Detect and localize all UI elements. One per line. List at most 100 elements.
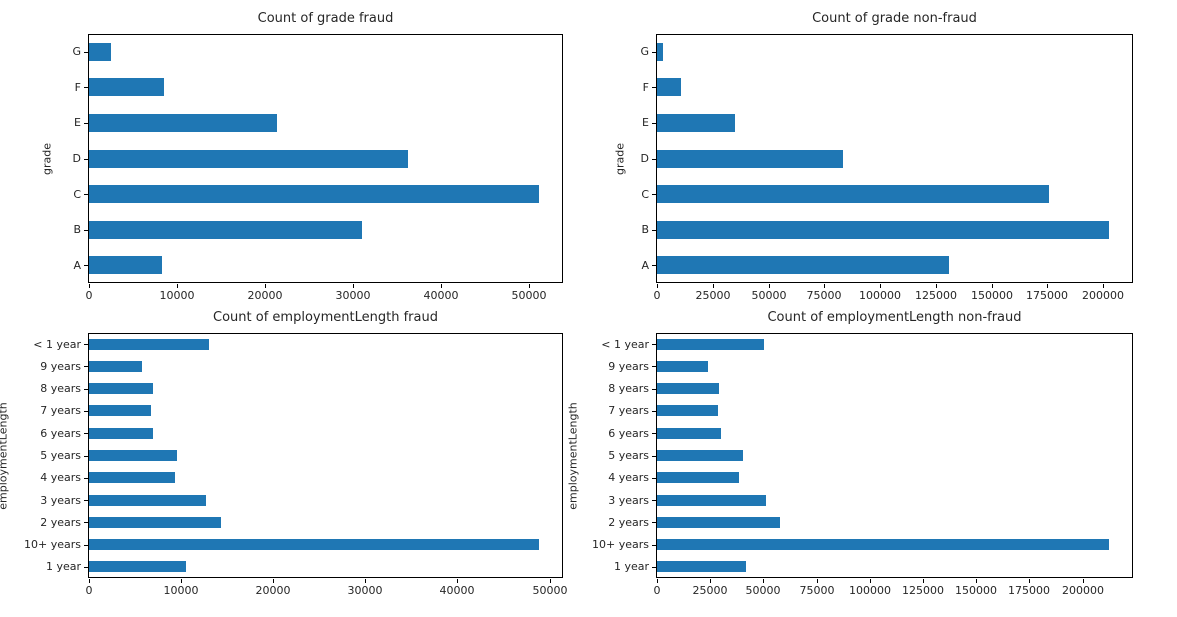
x-tick-mark (89, 284, 90, 288)
x-tick-label: 100000 (859, 289, 901, 302)
y-tick-label: 4 years (40, 471, 81, 484)
y-tick-label: 3 years (40, 494, 81, 507)
x-tick-mark (824, 284, 825, 288)
x-tick-label: 10000 (159, 289, 195, 302)
y-tick-label: A (641, 259, 649, 272)
y-tick-label: E (74, 116, 81, 129)
y-tick-mark (84, 366, 88, 367)
chart-title: Count of grade fraud (257, 11, 394, 26)
y-tick-label: E (642, 116, 649, 129)
bar-7-years (657, 405, 718, 416)
x-tick-label: 40000 (423, 289, 459, 302)
bar-d (657, 150, 843, 168)
x-tick-mark (441, 284, 442, 288)
x-tick-mark (657, 579, 658, 583)
y-tick-label: 5 years (40, 449, 81, 462)
bar-8-years (657, 383, 719, 394)
y-tick-label: 2 years (608, 516, 649, 529)
x-tick-mark (710, 579, 711, 583)
y-tick-label: G (640, 45, 649, 58)
x-tick-label: 25000 (692, 584, 728, 597)
y-tick-mark (652, 411, 656, 412)
y-tick-label: 9 years (40, 360, 81, 373)
bar-4-years (89, 472, 175, 483)
y-tick-label: D (640, 152, 649, 165)
x-tick-mark (1083, 579, 1084, 583)
y-tick-mark (652, 123, 656, 124)
x-tick-mark (181, 579, 182, 583)
x-tick-mark (763, 579, 764, 583)
x-tick-mark (657, 284, 658, 288)
bar--1-year (89, 339, 209, 350)
bar-3-years (89, 495, 206, 506)
bar-e (89, 114, 277, 132)
bar-c (89, 185, 539, 203)
bar--1-year (657, 339, 764, 350)
y-tick-mark (84, 194, 88, 195)
y-tick-label: A (73, 259, 81, 272)
y-tick-mark (652, 522, 656, 523)
x-tick-label: 50000 (751, 289, 787, 302)
bar-9-years (657, 361, 708, 372)
x-tick-mark (769, 284, 770, 288)
y-tick-mark (84, 230, 88, 231)
bar-6-years (89, 428, 153, 439)
x-tick-label: 30000 (335, 289, 371, 302)
x-tick-mark (923, 579, 924, 583)
x-tick-mark (457, 579, 458, 583)
y-tick-label: F (642, 81, 649, 94)
y-tick-label: B (641, 223, 649, 236)
y-tick-label: 2 years (40, 516, 81, 529)
x-tick-label: 75000 (799, 584, 835, 597)
y-tick-mark (652, 545, 656, 546)
y-tick-mark (652, 52, 656, 53)
bar-b (89, 221, 362, 239)
y-tick-label: 8 years (608, 382, 649, 395)
y-tick-mark (84, 344, 88, 345)
x-tick-mark (713, 284, 714, 288)
x-tick-label: 25000 (695, 289, 731, 302)
bar-g (89, 43, 111, 61)
x-tick-mark (365, 579, 366, 583)
bar-a (657, 256, 949, 274)
y-tick-mark (652, 567, 656, 568)
y-tick-label: 7 years (608, 404, 649, 417)
bar-7-years (89, 405, 151, 416)
y-tick-label: < 1 year (33, 338, 81, 351)
x-tick-label: 150000 (955, 584, 997, 597)
x-tick-label: 30000 (347, 584, 383, 597)
y-tick-mark (84, 545, 88, 546)
x-tick-label: 0 (653, 289, 661, 302)
y-tick-mark (84, 433, 88, 434)
y-tick-mark (652, 389, 656, 390)
bar-f (89, 78, 164, 96)
bar-c (657, 185, 1049, 203)
y-tick-label: G (72, 45, 81, 58)
x-tick-mark (177, 284, 178, 288)
chart-title: Count of employmentLength fraud (213, 310, 438, 325)
x-tick-label: 20000 (255, 584, 291, 597)
bar-10+-years (657, 539, 1109, 550)
y-tick-label: C (641, 188, 649, 201)
y-tick-mark (84, 478, 88, 479)
y-tick-mark (652, 500, 656, 501)
x-tick-label: 10000 (163, 584, 199, 597)
bar-1-year (657, 561, 746, 572)
y-tick-label: D (72, 152, 81, 165)
x-tick-mark (550, 579, 551, 583)
chart-grade-fraud: Count of grade fraud grade G F E D C B A 0 10000… (41, 11, 563, 302)
y-tick-mark (84, 123, 88, 124)
y-tick-label: 9 years (608, 360, 649, 373)
x-tick-label: 75000 (806, 289, 842, 302)
y-tick-label: C (73, 188, 81, 201)
x-tick-mark (529, 284, 530, 288)
bar-5-years (89, 450, 177, 461)
x-tick-mark (870, 579, 871, 583)
bar-e (657, 114, 735, 132)
x-tick-mark (1029, 579, 1030, 583)
x-tick-label: 175000 (1008, 584, 1050, 597)
x-tick-mark (353, 284, 354, 288)
y-tick-label: < 1 year (601, 338, 649, 351)
